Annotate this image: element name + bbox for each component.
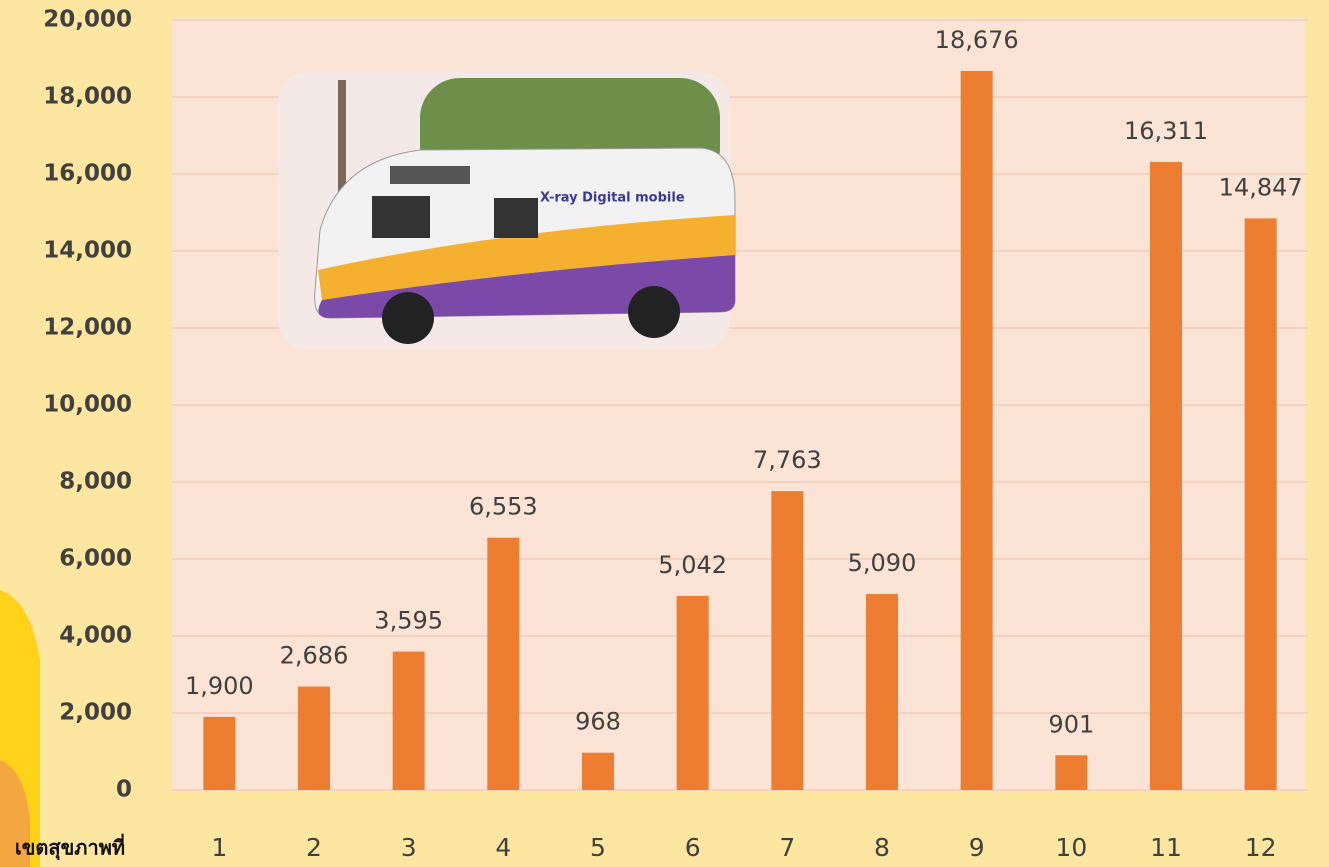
x-tick-label: 10	[1055, 833, 1087, 862]
x-tick-label: 12	[1245, 833, 1277, 862]
y-tick-label: 6,000	[59, 546, 132, 572]
bar	[1245, 218, 1277, 790]
x-tick-label: 7	[779, 833, 795, 862]
x-tick-label: 4	[495, 833, 511, 862]
data-label: 901	[1048, 710, 1094, 738]
bar	[203, 717, 235, 790]
y-tick-label: 10,000	[43, 392, 132, 418]
bar	[582, 753, 614, 790]
x-tick-label: 8	[874, 833, 890, 862]
bar	[1150, 162, 1182, 790]
data-label: 5,042	[658, 551, 727, 579]
y-tick-label: 20,000	[43, 7, 132, 33]
bar	[866, 594, 898, 790]
chart: X-ray Digital mobile เขตสุขภาพที่ 0 2,000…	[0, 0, 1329, 867]
y-tick-label: 8,000	[59, 469, 132, 495]
y-tick-label: 12,000	[43, 315, 132, 341]
bar	[771, 491, 803, 790]
x-tick-label: 3	[401, 833, 417, 862]
bar	[393, 652, 425, 790]
data-label: 18,676	[935, 26, 1019, 54]
x-tick-label: 11	[1150, 833, 1182, 862]
bar	[298, 687, 330, 790]
x-tick-label: 9	[969, 833, 985, 862]
y-tick-label: 18,000	[43, 84, 132, 110]
y-tick-label: 4,000	[59, 623, 132, 649]
y-tick-label: 0	[116, 777, 132, 803]
svg-text:X-ray Digital mobile: X-ray Digital mobile	[540, 191, 685, 206]
bar	[677, 596, 709, 790]
x-tick-label: 6	[685, 833, 701, 862]
data-label: 968	[575, 708, 621, 736]
x-axis-title: เขตสุขภาพที่	[15, 833, 125, 861]
data-label: 1,900	[185, 672, 254, 700]
data-label: 5,090	[848, 549, 917, 577]
bar	[961, 71, 993, 790]
x-tick-label: 2	[306, 833, 322, 862]
van-photo: X-ray Digital mobile	[278, 72, 735, 350]
bar	[1055, 755, 1087, 790]
data-label: 3,595	[374, 607, 443, 635]
data-label: 16,311	[1124, 117, 1208, 145]
y-tick-label: 16,000	[43, 161, 132, 187]
x-tick-label: 5	[590, 833, 606, 862]
bar	[487, 538, 519, 790]
y-tick-label: 14,000	[43, 238, 132, 264]
y-tick-label: 2,000	[59, 700, 132, 726]
data-label: 2,686	[280, 642, 349, 670]
data-label: 7,763	[753, 446, 822, 474]
data-label: 14,847	[1219, 173, 1303, 201]
data-label: 6,553	[469, 493, 538, 521]
x-tick-label: 1	[211, 833, 227, 862]
